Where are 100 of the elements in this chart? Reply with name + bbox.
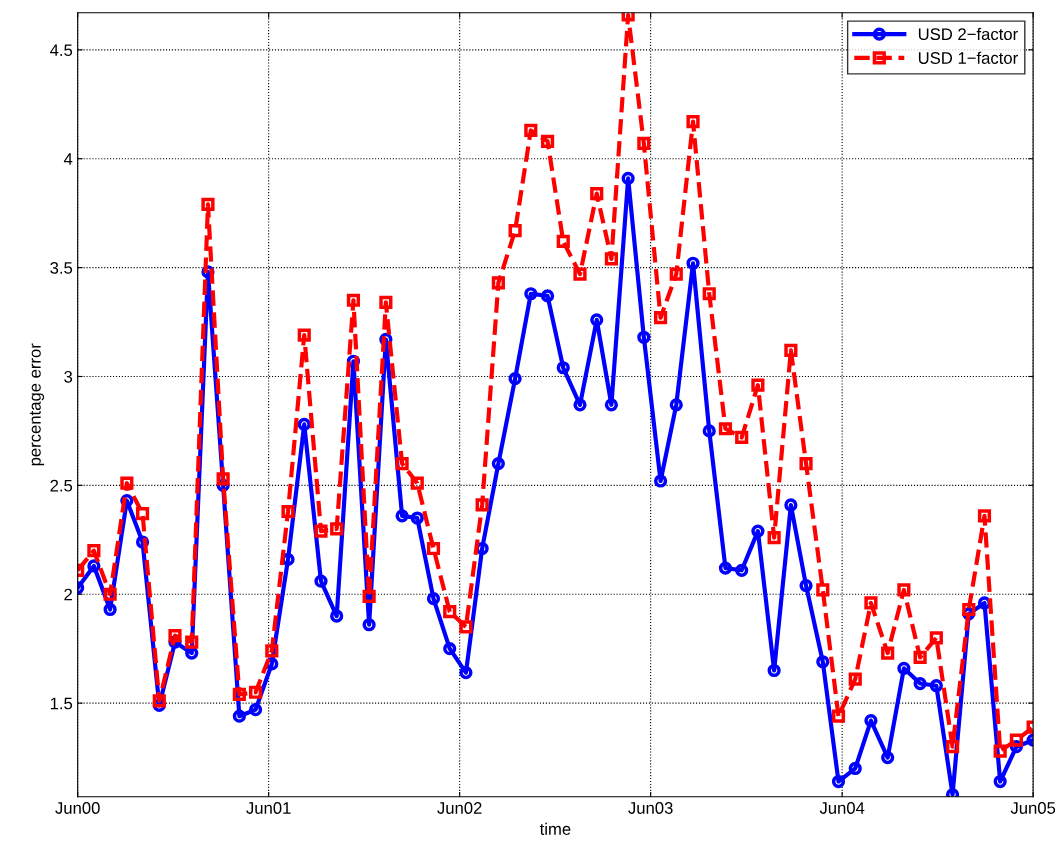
point: [590, 313, 604, 327]
point: [669, 398, 683, 412]
point: [152, 694, 166, 708]
point: [459, 666, 473, 680]
point: [881, 750, 895, 765]
point: [913, 676, 927, 691]
point: [864, 596, 878, 610]
point: [751, 378, 765, 392]
point: [977, 509, 992, 523]
point: [784, 498, 798, 512]
point: [897, 661, 911, 675]
x-tick-label: Jun03: [628, 802, 673, 814]
y-tick-label: 4: [63, 153, 73, 165]
y-axis-title: percentage error: [29, 343, 45, 466]
point: [524, 123, 538, 138]
point: [718, 422, 733, 436]
point: [573, 267, 587, 281]
point: [686, 256, 700, 270]
point: [330, 609, 344, 623]
y-tick-label: 4.5: [50, 44, 73, 57]
point: [621, 171, 635, 185]
x-tick-label: Jun04: [819, 802, 865, 814]
point: [540, 134, 555, 148]
y-tick-label: 2.5: [50, 479, 73, 492]
point: [686, 115, 700, 129]
x-axis-title: time: [539, 822, 571, 835]
point: [831, 774, 846, 789]
point: [881, 646, 895, 660]
point: [314, 574, 328, 588]
point: [297, 328, 311, 342]
point: [491, 456, 505, 471]
point: [443, 642, 457, 656]
point: [103, 602, 117, 617]
point: [573, 398, 587, 412]
point: [637, 330, 651, 344]
point: [426, 541, 441, 556]
point: [185, 635, 199, 649]
point: [395, 509, 409, 523]
point: [816, 583, 830, 597]
point: [864, 713, 878, 728]
point: [201, 197, 215, 212]
point: [604, 252, 618, 266]
y-tick-label: 2: [64, 588, 72, 601]
point: [962, 602, 976, 617]
point: [848, 761, 862, 776]
point: [1009, 733, 1023, 747]
point: [993, 774, 1007, 789]
point: [281, 504, 295, 519]
point: [702, 287, 716, 301]
y-tick-label: 3.5: [50, 262, 73, 274]
point: [653, 311, 668, 325]
x-tick-label: Jun00: [55, 802, 100, 814]
point: [556, 234, 570, 249]
point: [103, 587, 117, 601]
point: [362, 589, 376, 604]
point: [945, 740, 960, 754]
point: [232, 687, 246, 702]
point: [395, 456, 409, 471]
point: [767, 531, 781, 545]
point: [314, 524, 328, 538]
point: [426, 592, 441, 606]
point: [248, 685, 263, 699]
point: [87, 544, 101, 558]
point: [120, 476, 134, 490]
point: [475, 498, 489, 512]
point: [816, 655, 830, 669]
point: [459, 620, 473, 634]
point: [168, 629, 182, 643]
point: [929, 679, 943, 693]
y-tick-label: 3: [64, 370, 73, 383]
point: [524, 287, 538, 301]
x-tick-label: Jun01: [246, 802, 291, 814]
point: [929, 631, 943, 645]
point: [751, 524, 765, 538]
legend-label: USD 1−factor: [918, 51, 1018, 64]
point: [232, 709, 246, 723]
point: [346, 293, 361, 307]
point: [590, 186, 604, 201]
point: [135, 507, 150, 521]
point: [508, 372, 522, 386]
point: [410, 511, 424, 525]
point: [913, 650, 927, 665]
point: [702, 424, 716, 438]
point: [669, 267, 683, 281]
x-tick-label: Jun05: [1010, 802, 1056, 814]
point: [330, 522, 344, 536]
point: [993, 744, 1007, 758]
point: [735, 563, 749, 577]
point: [831, 709, 846, 723]
point: [265, 644, 279, 658]
point: [784, 343, 798, 357]
point: [637, 136, 651, 151]
point: [767, 663, 781, 678]
point: [718, 561, 733, 575]
point: [379, 295, 393, 310]
point: [799, 456, 813, 471]
point: [410, 476, 424, 490]
point: [297, 417, 311, 431]
point: [362, 618, 376, 632]
point: [735, 430, 749, 445]
